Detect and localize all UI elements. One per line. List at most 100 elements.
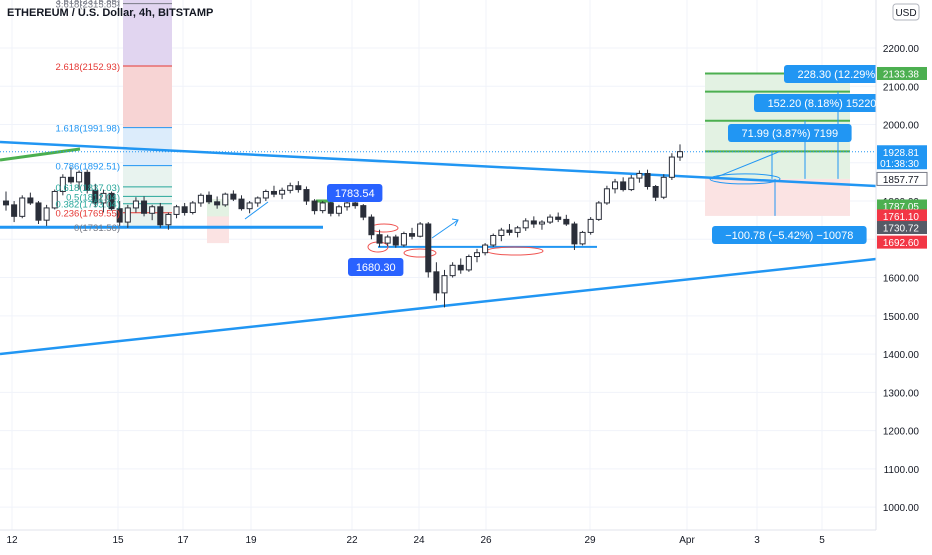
lower-trendline <box>0 257 877 356</box>
candle-body <box>116 208 123 223</box>
candle-body <box>108 192 115 210</box>
currency-label: USD <box>895 8 916 19</box>
candle-body <box>579 231 586 245</box>
price-badge-text: 1857.77 <box>883 175 920 186</box>
price-tick-label: 1000.00 <box>883 503 920 514</box>
candle-body <box>92 189 99 204</box>
candle-body <box>59 176 66 192</box>
time-tick-label: 17 <box>177 535 189 546</box>
candle-body <box>417 223 424 237</box>
green-trend-segment <box>0 147 81 162</box>
price-badge <box>877 66 927 80</box>
candle-body <box>51 190 58 209</box>
arrow-head <box>451 218 459 227</box>
candle-body <box>67 176 74 183</box>
candle-body <box>173 206 180 215</box>
time-tick-label: 3 <box>754 535 760 546</box>
price-axis-bg <box>876 0 932 550</box>
candle-body <box>11 204 18 217</box>
price-tick-label: 1100.00 <box>884 465 920 476</box>
candle-body <box>352 202 359 207</box>
labels-layer: 3.618(2315.85) 2.618(2152.93) 1.618(1991.9… <box>56 0 908 276</box>
fib-level-label: 3.618(2315.85) <box>56 0 120 11</box>
candle-body <box>303 189 310 202</box>
candle-body <box>612 181 619 190</box>
candle-body <box>376 234 383 244</box>
candle-body <box>652 186 659 198</box>
candle-body <box>84 171 91 191</box>
candle-body <box>530 220 537 225</box>
candle-body <box>327 202 334 214</box>
candle-body <box>197 194 204 204</box>
candle-body <box>230 193 237 200</box>
price-badge <box>877 199 927 213</box>
candle-body <box>603 188 610 204</box>
candle-body <box>205 194 213 203</box>
candle-body <box>384 236 391 244</box>
candle-body <box>246 202 253 210</box>
red-ellipse <box>403 248 437 258</box>
fib-zone-red <box>123 66 172 128</box>
target-label-2: 152.20 (8.18%) 15220 <box>754 94 890 112</box>
candle-body <box>628 177 635 191</box>
fib-level-label: 0.382(1793.04) <box>56 200 120 211</box>
candle-body <box>433 271 440 294</box>
price-tick-label: 1500.00 <box>883 312 920 323</box>
candle-body <box>538 221 545 225</box>
red-ellipse <box>486 246 544 256</box>
candle-body <box>400 233 407 246</box>
arrow-line <box>244 201 269 220</box>
price-tick-label: 1600.00 <box>883 274 920 285</box>
time-tick-label: 12 <box>6 535 18 546</box>
candle-body <box>279 189 286 195</box>
candle-body <box>344 202 351 208</box>
candle-body <box>132 200 139 209</box>
time-tick-label: 22 <box>346 535 358 546</box>
candle-body <box>555 216 562 220</box>
price-badge <box>877 145 927 170</box>
fib-zone-purple <box>123 0 172 67</box>
candle-body <box>392 236 399 246</box>
candle-body <box>27 197 34 204</box>
header-layer: ETHEREUM / U.S. Dollar, 4h, BITSTAMP USD <box>7 3 920 21</box>
fib-level-label: 2.618(2152.93) <box>56 62 120 73</box>
candle-body <box>76 171 83 183</box>
candle-body <box>43 207 50 221</box>
candle-body <box>319 202 326 212</box>
time-tick-label: 29 <box>584 535 596 546</box>
price-badge-text: 1928.81 <box>883 148 920 159</box>
target-label-2-bg <box>754 94 890 112</box>
target-label-1-text: 71.99 (3.87%) 7199 <box>741 128 838 140</box>
currency-button[interactable] <box>892 3 920 21</box>
candle-body <box>335 206 342 214</box>
candle-body <box>295 185 302 191</box>
candle-body <box>189 202 196 214</box>
price-tick-label: 1300.00 <box>883 388 920 399</box>
candle-body <box>498 229 505 236</box>
target-label-1-bg <box>728 124 852 142</box>
candle-body <box>636 172 643 179</box>
price-tick-label: 1200.00 <box>883 427 920 438</box>
candle-body <box>425 223 432 273</box>
candle-body <box>222 193 229 206</box>
arrow-line <box>431 219 459 239</box>
candle-body <box>482 244 489 254</box>
price-badge-text: 1692.60 <box>883 238 920 249</box>
candle-body <box>270 190 277 195</box>
price-badge <box>876 171 928 186</box>
candle-body <box>360 205 367 218</box>
candle-body <box>595 202 602 220</box>
candle-body <box>214 201 221 206</box>
price-badge-text: 2133.38 <box>883 69 920 80</box>
callout-1680-bg <box>348 258 404 276</box>
candle-body <box>19 197 26 217</box>
candle-body <box>514 227 521 233</box>
stop-label-text: −100.78 (−5.42%) −10078 <box>725 230 853 242</box>
candle-body <box>409 233 416 237</box>
candles-layer <box>2 144 684 308</box>
candle-body <box>644 172 651 188</box>
candle-body <box>465 256 472 271</box>
price-badge <box>877 235 927 249</box>
